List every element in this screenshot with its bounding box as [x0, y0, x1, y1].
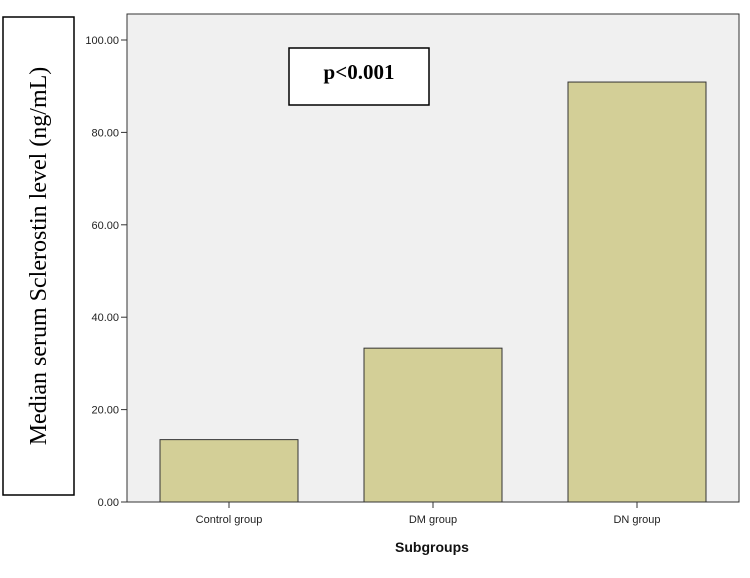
bars-group: [159, 81, 707, 503]
bar-dm-group: [363, 347, 503, 503]
x-axis-title: Subgroups: [395, 539, 469, 555]
y-tick-label: 20.00: [91, 405, 119, 417]
x-category-label: Control group: [196, 514, 263, 526]
annotation-box: [288, 47, 430, 106]
y-tick-label: 0.00: [98, 497, 119, 509]
x-axis: Control group DM group DN group: [196, 502, 661, 526]
y-tick-label: 100.00: [85, 35, 119, 47]
y-tick-label: 80.00: [91, 127, 119, 139]
bar-dn-group: [567, 81, 707, 503]
y-tick-label: 60.00: [91, 220, 119, 232]
y-axis-title-box: [2, 16, 75, 496]
y-axis-title: Median serum Sclerostin level (ng/mL): [26, 67, 52, 446]
p-value-annotation: p<0.001: [324, 60, 395, 84]
y-tick-label: 40.00: [91, 312, 119, 324]
x-category-label: DN group: [613, 514, 660, 526]
bar-control-group: [159, 439, 299, 503]
y-axis: 0.00 20.00 40.00 60.00 80.00 100.00: [85, 35, 127, 509]
x-category-label: DM group: [409, 514, 457, 526]
